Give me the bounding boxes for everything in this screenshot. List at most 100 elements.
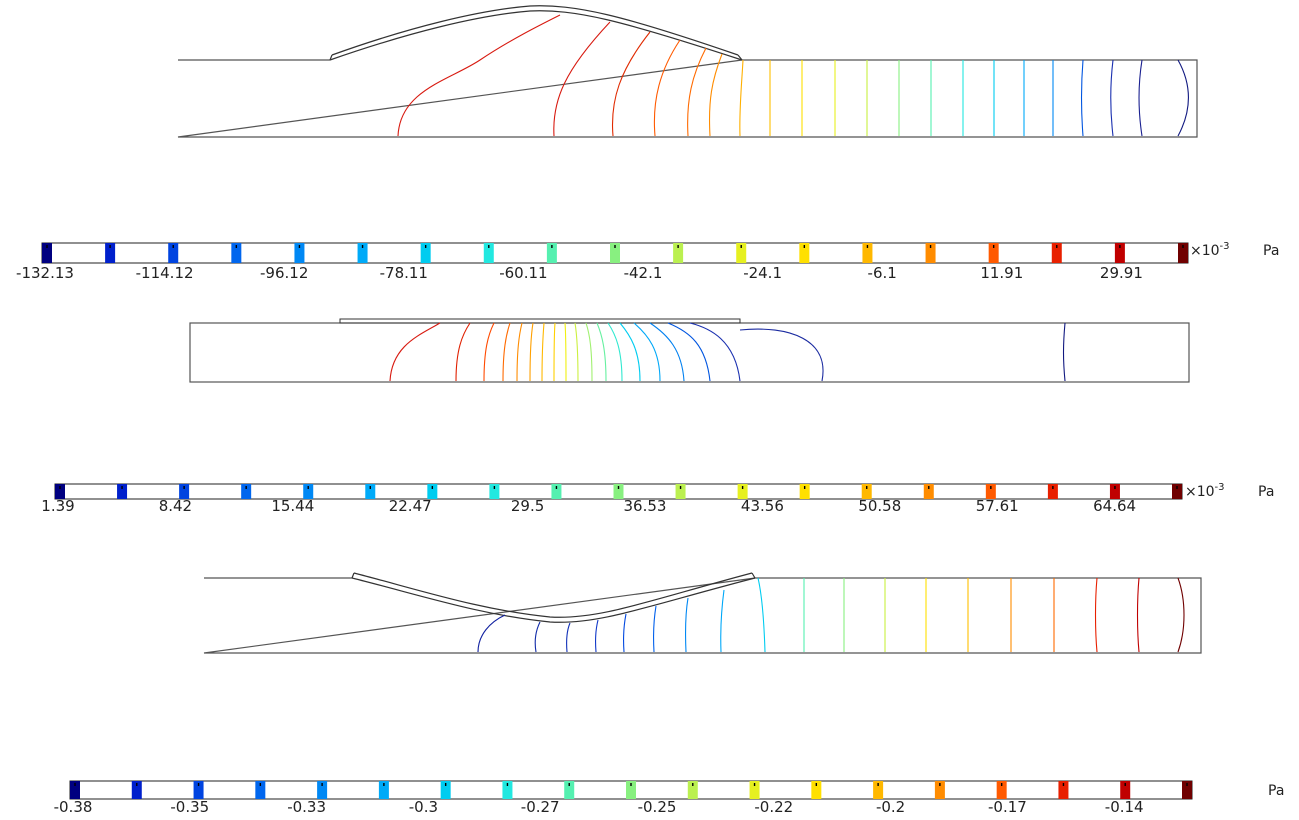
- contour-line: [534, 621, 541, 653]
- colorbar-tick-label: -24.1: [743, 264, 782, 282]
- colorbar-3: -0.38 -0.35 -0.33 -0.3 -0.27 -0.25 -0.22 -0.2 -0…: [54, 780, 1284, 816]
- colorbar-tick-label: 22.47: [389, 497, 432, 515]
- panel-1-geometry: [177, 5, 1198, 138]
- colorbar-tick-label: -132.13: [16, 264, 74, 282]
- colorbar-swatch: [673, 243, 684, 263]
- contour-line: [477, 614, 506, 653]
- colorbar-tick-label: -0.14: [1105, 798, 1144, 816]
- contour-line: [1177, 59, 1190, 137]
- contour-line: [1138, 59, 1143, 137]
- contour-line: [564, 322, 567, 382]
- colorbar-tick-label: 43.56: [741, 497, 784, 515]
- colorbar-tick-label: -0.3: [409, 798, 438, 816]
- contour-line: [619, 322, 641, 382]
- colorbar-tick-label: -60.11: [499, 264, 547, 282]
- colorbar-swatch: [873, 781, 884, 799]
- colorbar-tick-label: 50.58: [858, 497, 901, 515]
- panel-1-membrane-inner: [331, 5, 739, 56]
- contour-line: [757, 577, 766, 653]
- colorbar-swatch: [736, 243, 747, 263]
- panel-3-membrane-inner: [353, 572, 753, 618]
- contour-line: [708, 53, 723, 137]
- colorbar-tick-label: 29.5: [511, 497, 544, 515]
- colorbar-swatch: [131, 781, 142, 799]
- contour-line: [633, 322, 661, 382]
- colorbar-tick-label: 15.44: [271, 497, 314, 515]
- contour-line: [1136, 577, 1140, 653]
- colorbar-swatch: [1058, 781, 1069, 799]
- colorbar-unit: Pa: [1263, 243, 1279, 259]
- colorbar-swatch: [168, 243, 179, 263]
- contour-line: [502, 322, 511, 382]
- colorbar-tick-label: 8.42: [159, 497, 192, 515]
- contour-line: [667, 322, 711, 382]
- colorbar-swatch: [1120, 781, 1131, 799]
- colorbar-swatch: [440, 781, 451, 799]
- colorbar-swatch: [427, 484, 438, 499]
- colorbar-swatch: [365, 484, 376, 499]
- contour-line: [566, 622, 571, 653]
- colorbar-swatch: [502, 781, 513, 799]
- contour-line: [1177, 577, 1185, 653]
- colorbar-swatch: [1172, 484, 1182, 499]
- panel-2-membrane: [339, 318, 741, 324]
- colorbar-tick-label: -0.22: [754, 798, 793, 816]
- contour-line: [553, 322, 556, 382]
- colorbar-tick-label: -0.25: [638, 798, 677, 816]
- contour-line: [607, 322, 623, 382]
- contour-line: [483, 322, 495, 382]
- colorbar-swatch: [799, 243, 810, 263]
- contour-line: [720, 589, 725, 653]
- panel-3-contours: [477, 577, 1185, 653]
- colorbar-swatch: [294, 243, 305, 263]
- colorbar-tick-label: 64.64: [1093, 497, 1136, 515]
- contour-line: [649, 322, 685, 382]
- colorbar-tick-label: -0.2: [876, 798, 905, 816]
- contour-line: [687, 47, 707, 137]
- contour-line: [529, 322, 534, 382]
- contour-line: [653, 605, 657, 653]
- colorbar-tick-label: -0.33: [287, 798, 326, 816]
- contour-line: [653, 39, 681, 137]
- colorbar-swatch: [378, 781, 389, 799]
- colorbar-swatch: [1051, 243, 1062, 263]
- colorbar-swatch: [317, 781, 328, 799]
- panel-3-membrane: [351, 577, 756, 623]
- colorbar-swatch: [749, 781, 760, 799]
- colorbar-swatch: [613, 484, 624, 499]
- colorbar-swatch: [996, 781, 1007, 799]
- contour-line: [1080, 59, 1084, 137]
- colorbar-tick-label: -0.38: [54, 798, 93, 816]
- colorbar-swatch: [303, 484, 314, 499]
- colorbar-swatch: [675, 484, 686, 499]
- contour-line: [541, 322, 545, 382]
- colorbar-swatch: [55, 484, 65, 499]
- contour-line: [389, 322, 441, 382]
- colorbar-swatch: [1182, 781, 1192, 799]
- colorbar-tick-label: 29.91: [1100, 264, 1143, 282]
- panel-2-geometry: [189, 318, 1190, 383]
- colorbar-2: 1.39 8.42 15.44 22.47 29.5 36.53 43.56 50.58 57.…: [41, 482, 1274, 515]
- colorbar-swatch: [489, 484, 500, 499]
- colorbar-exponent: ×10-3: [1190, 241, 1230, 259]
- contour-line: [1110, 59, 1114, 137]
- panel-1-membrane: [329, 10, 743, 61]
- colorbar-swatch: [546, 243, 557, 263]
- contour-line: [553, 21, 611, 137]
- panel-2-contours: [389, 322, 1066, 382]
- colorbar-tick-label: 36.53: [624, 497, 667, 515]
- contour-line: [689, 322, 741, 382]
- colorbar-swatch: [925, 243, 936, 263]
- colorbar-swatch: [42, 243, 52, 263]
- colorbar-exponent-power: -3: [1215, 482, 1225, 493]
- contour-line: [574, 322, 579, 382]
- colorbar-swatch: [1109, 484, 1120, 499]
- panel-3-geometry: [203, 572, 1202, 654]
- colorbar-unit: Pa: [1268, 783, 1284, 799]
- colorbar-swatch: [985, 484, 996, 499]
- colorbar-swatch: [934, 781, 945, 799]
- colorbar-swatch: [105, 243, 116, 263]
- contour-line: [595, 619, 599, 653]
- colorbar-tick-label: -0.27: [521, 798, 560, 816]
- contour-line: [739, 59, 744, 137]
